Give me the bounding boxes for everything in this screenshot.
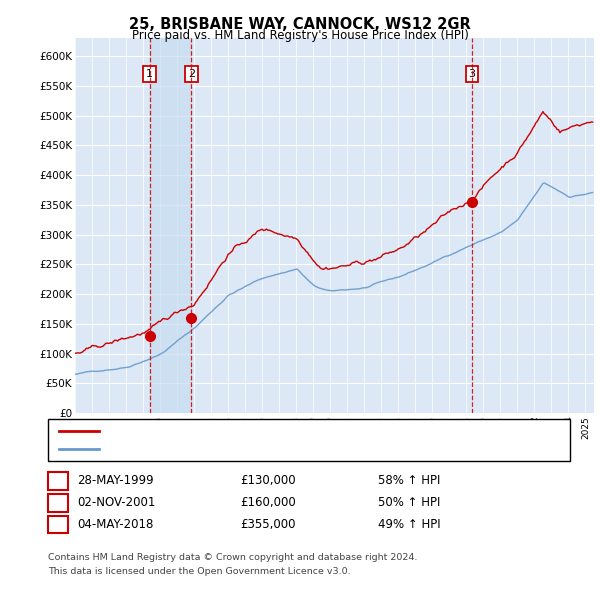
Text: 50% ↑ HPI: 50% ↑ HPI — [378, 496, 440, 509]
Text: 1: 1 — [54, 474, 62, 487]
Text: 2: 2 — [188, 69, 195, 79]
Text: 3: 3 — [54, 518, 62, 531]
Bar — [149, 38, 191, 413]
Text: £130,000: £130,000 — [240, 474, 296, 487]
Text: 04-MAY-2018: 04-MAY-2018 — [77, 518, 153, 531]
Text: Price paid vs. HM Land Registry's House Price Index (HPI): Price paid vs. HM Land Registry's House … — [131, 29, 469, 42]
Text: 49% ↑ HPI: 49% ↑ HPI — [378, 518, 440, 531]
Text: £160,000: £160,000 — [240, 496, 296, 509]
Text: This data is licensed under the Open Government Licence v3.0.: This data is licensed under the Open Gov… — [48, 566, 350, 576]
Text: 2: 2 — [54, 496, 62, 509]
Text: 02-NOV-2001: 02-NOV-2001 — [77, 496, 155, 509]
Text: 1: 1 — [146, 69, 153, 79]
Text: 3: 3 — [469, 69, 475, 79]
Text: 28-MAY-1999: 28-MAY-1999 — [77, 474, 154, 487]
Text: HPI: Average price, detached house, Cannock Chase: HPI: Average price, detached house, Cann… — [105, 444, 379, 454]
Text: 25, BRISBANE WAY, CANNOCK, WS12 2GR: 25, BRISBANE WAY, CANNOCK, WS12 2GR — [129, 17, 471, 31]
Text: Contains HM Land Registry data © Crown copyright and database right 2024.: Contains HM Land Registry data © Crown c… — [48, 553, 418, 562]
Text: £355,000: £355,000 — [240, 518, 296, 531]
Text: 25, BRISBANE WAY, CANNOCK, WS12 2GR (detached house): 25, BRISBANE WAY, CANNOCK, WS12 2GR (det… — [105, 426, 419, 436]
Text: 58% ↑ HPI: 58% ↑ HPI — [378, 474, 440, 487]
